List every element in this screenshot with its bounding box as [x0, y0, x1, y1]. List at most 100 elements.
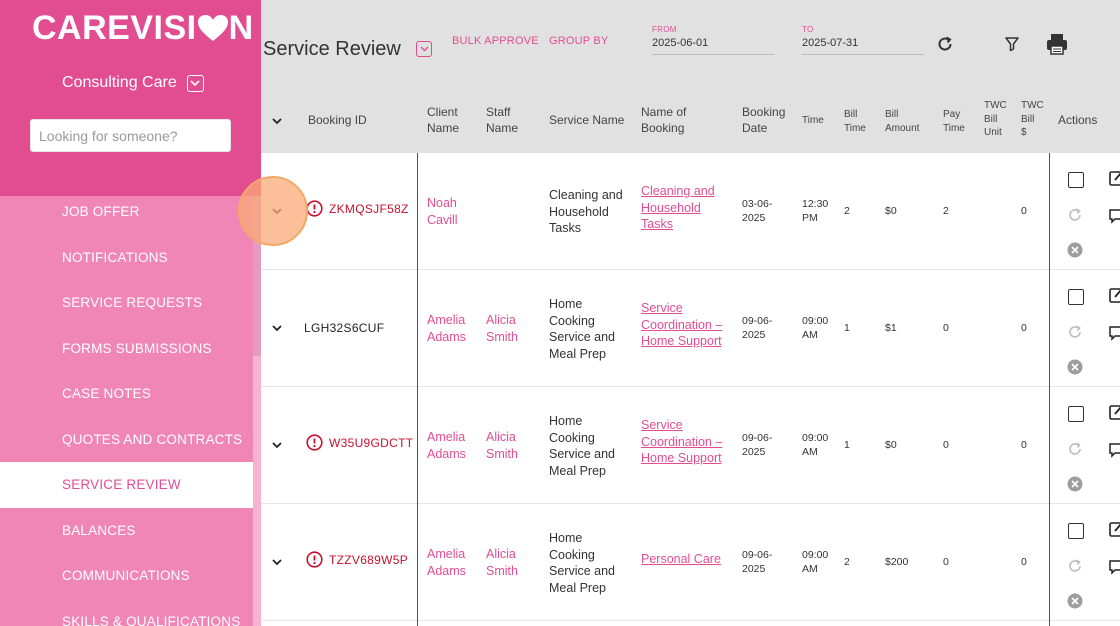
booking-date: 09-06- 2025 [742, 314, 772, 342]
service-name-line: Meal Prep [549, 346, 606, 361]
comment-icon[interactable] [1109, 207, 1120, 225]
from-date-field[interactable]: FROM 2025-06-01 [652, 25, 774, 55]
client-name[interactable]: Amelia Adams [427, 546, 466, 579]
expand-all-button[interactable] [268, 112, 286, 130]
col-twc-bill-unit[interactable]: TWC Bill Unit [984, 99, 1007, 140]
edit-icon[interactable] [1109, 287, 1120, 305]
service-name: Home Cooking Service and Meal Prep [549, 296, 615, 362]
title-dropdown-button[interactable] [416, 41, 432, 57]
staff-name[interactable]: Alicia Smith [486, 429, 518, 462]
sidebar-item-communications[interactable]: COMMUNICATIONS [0, 553, 253, 599]
cancel-icon[interactable] [1067, 242, 1085, 260]
booking-time: 09:00 AM [802, 431, 828, 459]
col-label: Booking [641, 121, 685, 135]
col-pay-time[interactable]: Pay Time [943, 108, 965, 136]
staff-name[interactable]: Alicia Smith [486, 312, 518, 345]
sidebar-item-forms-submissions[interactable]: FORMS SUBMISSIONS [0, 326, 253, 372]
col-time[interactable]: Time [802, 115, 824, 126]
col-service-name[interactable]: Service Name [549, 113, 625, 127]
table-row[interactable]: LGH32S6CUF Amelia Adams Alicia Smith Home C… [261, 270, 1120, 387]
bill-amount: $0 [885, 205, 897, 217]
col-label: Bill [844, 109, 858, 120]
table-row[interactable]: ZKMQSJF58Z Noah Cavill Cleaning and Househ… [261, 153, 1120, 270]
booking-id[interactable]: W35U9GDCTT [306, 434, 413, 451]
edit-icon[interactable] [1109, 521, 1120, 539]
filter-icon[interactable] [1000, 32, 1024, 56]
col-booking-date[interactable]: Booking Date [742, 104, 785, 136]
booking-name-link[interactable]: Personal Care [641, 551, 721, 568]
col-twc-bill[interactable]: TWC Bill $ [1021, 99, 1044, 140]
sidebar-scrollbar[interactable] [253, 196, 261, 626]
row-expand-button[interactable] [268, 436, 286, 454]
col-booking-id[interactable]: Booking ID [308, 113, 367, 127]
cancel-icon[interactable] [1067, 476, 1085, 494]
client-name[interactable]: Amelia Adams [427, 429, 466, 462]
carevision-logo[interactable]: CAREVISI N [32, 9, 254, 48]
refresh-icon[interactable] [1067, 558, 1085, 576]
cancel-icon[interactable] [1067, 593, 1085, 611]
client-name[interactable]: Amelia Adams [427, 312, 466, 345]
client-name-line: Cavill [427, 212, 458, 227]
booking-name-link[interactable]: Service Coordination – Home Support [641, 417, 722, 467]
sidebar-scrollbar-thumb[interactable] [253, 196, 261, 356]
comment-icon[interactable] [1109, 324, 1120, 342]
approve-checkbox[interactable] [1068, 172, 1084, 188]
sidebar-item-job-offer[interactable]: JOB OFFER [0, 189, 253, 235]
client-name[interactable]: Noah Cavill [427, 195, 458, 228]
cancel-icon[interactable] [1067, 359, 1085, 377]
group-by-button[interactable]: GROUP BY [549, 35, 609, 47]
table-row[interactable]: W35U9GDCTT Amelia Adams Alicia Smith Home C… [261, 387, 1120, 504]
booking-date-line: 2025 [742, 563, 766, 575]
service-name-line: Home [549, 297, 583, 311]
client-name-line: Noah [427, 196, 457, 210]
approve-checkbox[interactable] [1068, 289, 1084, 305]
booking-name-link[interactable]: Cleaning and Household Tasks [641, 183, 715, 233]
staff-name[interactable]: Alicia Smith [486, 546, 518, 579]
refresh-icon[interactable] [1067, 324, 1085, 342]
to-date-field[interactable]: TO 2025-07-31 [802, 25, 924, 55]
from-date-label: FROM [652, 25, 677, 34]
booking-id[interactable]: TZZV689W5P [306, 551, 408, 568]
booking-id[interactable]: LGH32S6CUF [304, 321, 384, 335]
col-label: Bill [885, 109, 899, 120]
booking-time-line: AM [802, 446, 818, 458]
client-name-line: Amelia [427, 313, 466, 327]
row-expand-button[interactable] [268, 319, 286, 337]
edit-icon[interactable] [1109, 404, 1120, 422]
sidebar-item-quotes-contracts[interactable]: QUOTES AND CONTRACTS [0, 417, 253, 463]
col-label: Client [427, 105, 458, 119]
refresh-icon[interactable] [933, 32, 957, 56]
sidebar-item-notifications[interactable]: NOTIFICATIONS [0, 235, 253, 281]
col-bill-amount[interactable]: Bill Amount [885, 108, 919, 136]
bill-time: 1 [844, 439, 850, 451]
booking-id[interactable]: ZKMQSJF58Z [306, 200, 409, 217]
booking-name-link[interactable]: Service Coordination – Home Support [641, 300, 722, 350]
print-icon[interactable] [1043, 30, 1071, 58]
comment-icon[interactable] [1109, 558, 1120, 576]
comment-icon[interactable] [1109, 441, 1120, 459]
bulk-approve-button[interactable]: BULK APPROVE [452, 35, 539, 47]
sidebar-item-balances[interactable]: BALANCES [0, 508, 253, 554]
search-input[interactable] [30, 119, 231, 152]
row-expand-button[interactable] [268, 553, 286, 571]
col-staff-name[interactable]: Staff Name [486, 104, 518, 136]
refresh-icon[interactable] [1067, 207, 1085, 225]
approve-checkbox[interactable] [1068, 523, 1084, 539]
sidebar-item-service-requests[interactable]: SERVICE REQUESTS [0, 280, 253, 326]
booking-name-line: Personal Care [641, 552, 721, 566]
table-row[interactable]: TZZV689W5P Amelia Adams Alicia Smith Home C… [261, 504, 1120, 621]
sidebar-item-service-review[interactable]: SERVICE REVIEW [0, 462, 253, 508]
sidebar-item-skills[interactable]: SKILLS & QUALIFICATIONS [0, 599, 253, 626]
col-bill-time[interactable]: Bill Time [844, 108, 866, 136]
sidebar-header: CAREVISI N Consulting Care [0, 0, 261, 196]
bill-amount: $200 [885, 556, 909, 568]
refresh-icon[interactable] [1067, 441, 1085, 459]
org-selector[interactable]: Consulting Care [62, 74, 204, 92]
edit-icon[interactable] [1109, 170, 1120, 188]
col-label: Name [427, 121, 460, 135]
col-name-of-booking[interactable]: Name of Booking [641, 104, 686, 136]
sidebar-item-label: CASE NOTES [62, 386, 152, 402]
sidebar-item-case-notes[interactable]: CASE NOTES [0, 371, 253, 417]
approve-checkbox[interactable] [1068, 406, 1084, 422]
col-client-name[interactable]: Client Name [427, 104, 459, 136]
